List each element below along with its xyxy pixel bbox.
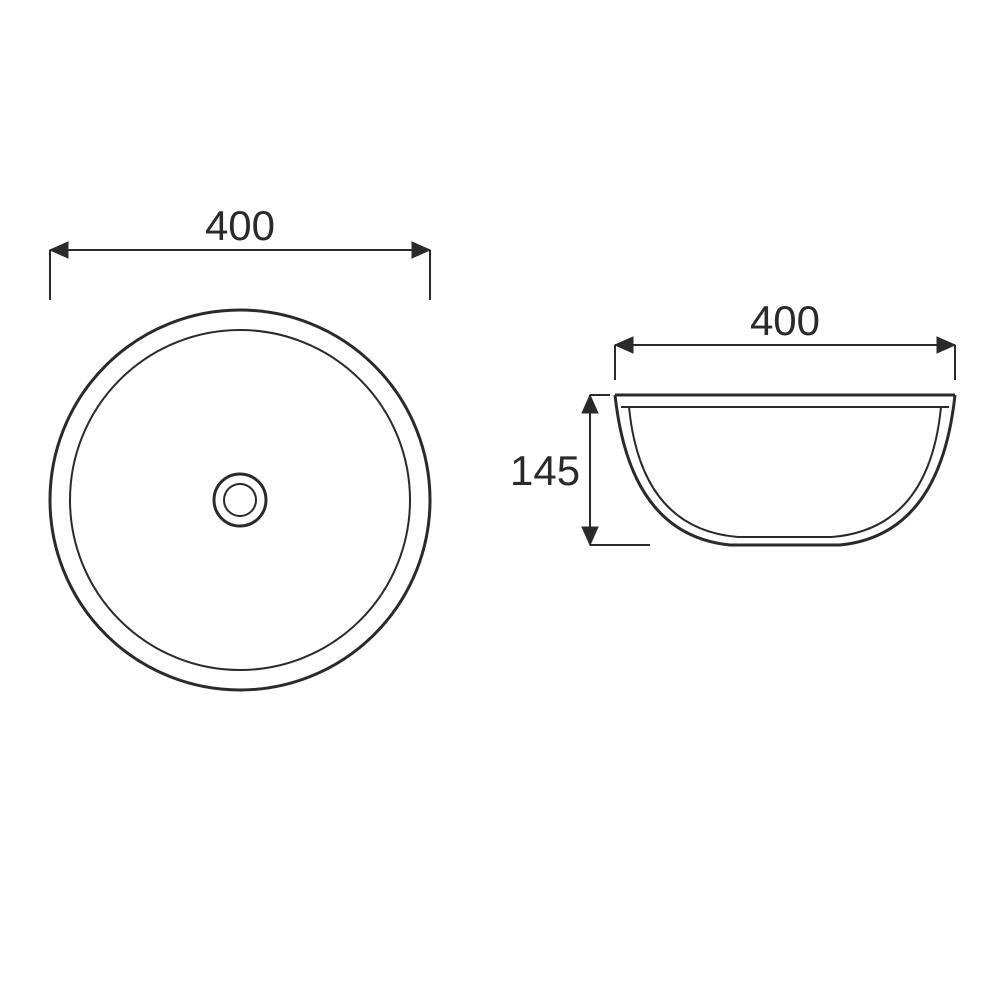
dim-label-side-width: 400 bbox=[750, 297, 820, 344]
basin-inner-circle bbox=[70, 330, 410, 670]
arrowhead bbox=[50, 242, 68, 258]
bowl-inner-profile bbox=[629, 407, 941, 537]
bowl-outer-profile bbox=[615, 395, 955, 545]
basin-outer-circle bbox=[50, 310, 430, 690]
technical-drawing: 400 400 145 bbox=[0, 0, 1000, 1000]
dim-label-side-height: 145 bbox=[510, 447, 580, 494]
arrowhead bbox=[412, 242, 430, 258]
arrowhead bbox=[615, 337, 633, 353]
side-view: 400 145 bbox=[510, 297, 955, 545]
arrowhead bbox=[937, 337, 955, 353]
drain-outer-circle bbox=[214, 474, 266, 526]
arrowhead bbox=[582, 395, 598, 413]
dim-label-top-width: 400 bbox=[205, 202, 275, 249]
arrowhead bbox=[582, 527, 598, 545]
drain-inner-circle bbox=[224, 484, 256, 516]
top-view: 400 bbox=[50, 202, 430, 690]
